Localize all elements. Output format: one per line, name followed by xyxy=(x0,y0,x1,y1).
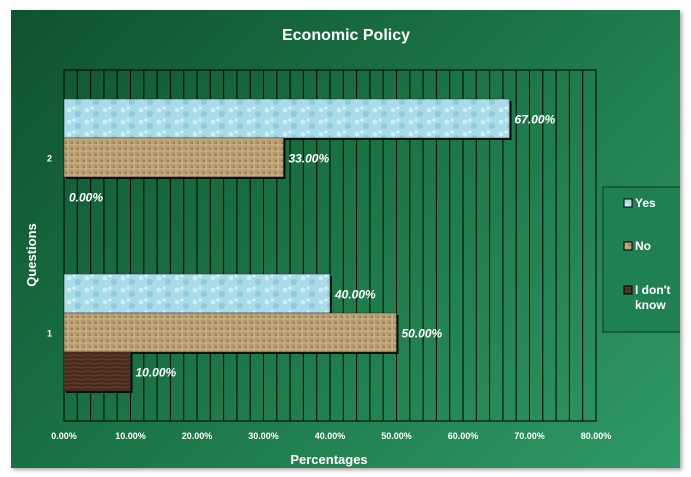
data-label: 50.00% xyxy=(402,327,443,341)
data-label: 33.00% xyxy=(288,152,329,166)
category-tick-label: 2 xyxy=(47,154,52,164)
bar-no-q2 xyxy=(63,137,284,178)
legend: Yes No I don't know xyxy=(602,186,680,333)
data-label: 40.00% xyxy=(334,288,376,302)
bar-yes-q1 xyxy=(63,273,331,314)
legend-box xyxy=(602,186,680,333)
bar-no-q1 xyxy=(63,312,397,353)
bars-group: 40.00% 50.00% 10.00% 67.00% 33.00% 0.00% xyxy=(63,98,556,393)
x-tick-label: 70.00% xyxy=(514,431,545,441)
x-tick-label: 30.00% xyxy=(248,431,279,441)
legend-swatch-yes xyxy=(623,198,633,208)
x-axis-title: Percentages xyxy=(290,452,367,467)
chart-container: Economic Policy 40.00% 50.00% 10.00% 67.00%… xyxy=(11,10,680,468)
bar-chart: Economic Policy 40.00%50.00%10.00%67.00%… xyxy=(24,27,680,467)
x-tick-label: 60.00% xyxy=(448,431,479,441)
legend-label-no: No xyxy=(635,239,651,253)
legend-label-idk-line2: know xyxy=(635,298,666,312)
data-label: 10.00% xyxy=(136,366,177,380)
plot-area xyxy=(63,69,597,422)
data-label: 0.00% xyxy=(69,191,103,205)
x-tick-label: 50.00% xyxy=(381,431,412,441)
legend-label-idk-line1: I don't xyxy=(635,283,671,297)
legend-swatch-idk xyxy=(623,285,633,295)
category-tick-label: 1 xyxy=(47,329,52,339)
x-axis-ticks: 0.00% 10.00% 20.00% 30.00% 40.00% 50.00% 60.00… xyxy=(51,431,611,441)
x-tick-label: 80.00% xyxy=(581,431,612,441)
category-ticks: 12 xyxy=(47,154,52,339)
x-tick-label: 10.00% xyxy=(115,431,146,441)
x-tick-label: 0.00% xyxy=(51,431,77,441)
legend-swatch-no xyxy=(623,241,633,251)
chart-title: Economic Policy xyxy=(282,27,410,44)
y-axis-title: Questions xyxy=(24,223,39,287)
bar-yes-q2 xyxy=(63,98,510,139)
x-tick-label: 40.00% xyxy=(315,431,346,441)
x-tick-label: 20.00% xyxy=(182,431,213,441)
data-label: 67.00% xyxy=(515,113,556,127)
bar-i-don-t-know-q1 xyxy=(63,351,131,392)
legend-label-yes: Yes xyxy=(635,196,656,210)
